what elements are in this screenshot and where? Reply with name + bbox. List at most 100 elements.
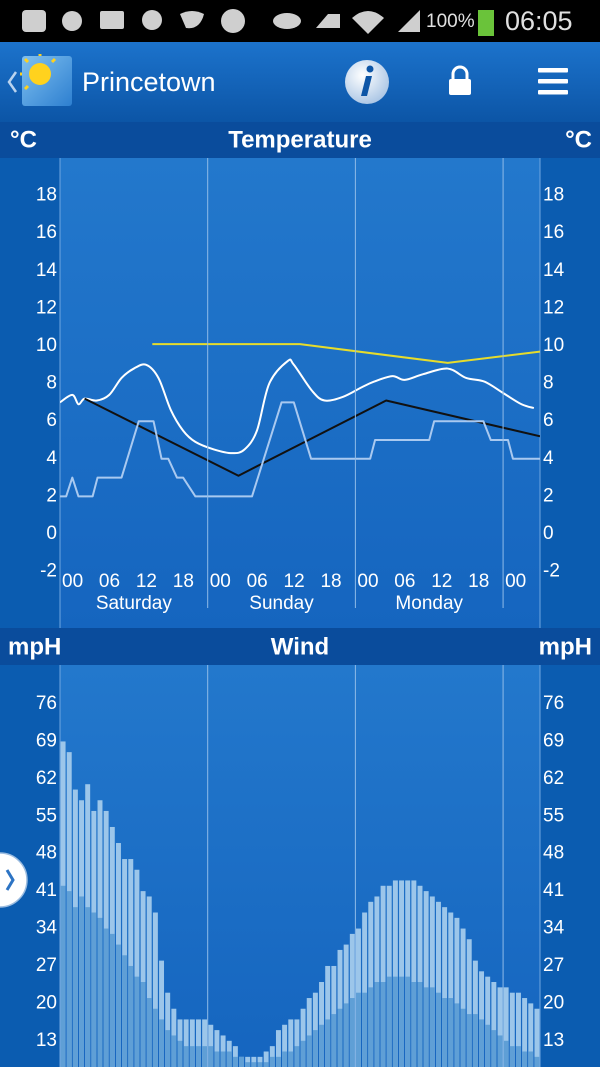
wind-bar <box>251 1062 257 1067</box>
wind-bar <box>97 917 103 1067</box>
wind-bar <box>466 939 472 1067</box>
wind-bar <box>214 1030 220 1067</box>
y-tick-label: 62 <box>36 768 57 789</box>
x-tick-label: 18 <box>320 571 341 592</box>
back-button[interactable] <box>7 71 18 93</box>
wind-bar <box>251 1056 257 1067</box>
wind-bar <box>183 1019 189 1067</box>
chart-title-bar <box>0 628 600 665</box>
wind-bar <box>159 960 165 1067</box>
y-tick-label: 20 <box>543 992 564 1013</box>
wind-bar <box>282 1024 288 1067</box>
x-tick-label: 00 <box>357 571 378 592</box>
wind-bar <box>257 1062 263 1067</box>
y-tick-label: 27 <box>36 955 57 976</box>
y-tick-label: 55 <box>36 805 57 826</box>
wind-bar <box>386 976 392 1067</box>
wind-bar <box>479 971 485 1067</box>
wind-bar <box>72 907 78 1067</box>
wind-bar <box>460 928 466 1067</box>
day-label: Monday <box>395 593 463 614</box>
wind-bar <box>392 880 398 1067</box>
y-tick-label: 34 <box>36 918 58 939</box>
y-tick-label: 13 <box>36 1030 57 1051</box>
wind-bar <box>380 885 386 1067</box>
wind-bar <box>429 896 435 1067</box>
wind-bar <box>189 1046 195 1067</box>
plot-borders <box>59 158 541 1067</box>
wind-bar <box>269 1046 275 1067</box>
y-tick-label: 4 <box>46 448 57 469</box>
y-tick-label: -2 <box>40 561 57 582</box>
y-tick-label: 62 <box>543 768 564 789</box>
wind-bar <box>497 1035 503 1067</box>
wind-bar <box>325 965 331 1067</box>
wind-bar <box>128 859 134 1067</box>
wind-bar <box>349 998 355 1067</box>
wind-bar <box>275 1056 281 1067</box>
y-tick-label: 0 <box>46 523 57 544</box>
wind-bar <box>263 1062 269 1067</box>
y-tick-label: -2 <box>543 561 560 582</box>
x-tick-label: 00 <box>62 571 83 592</box>
wind-bar <box>337 1008 343 1067</box>
day-label: Sunday <box>249 593 314 614</box>
wind-bar <box>85 907 91 1067</box>
side-drawer-handle[interactable] <box>0 852 28 908</box>
wind-bar <box>134 976 140 1067</box>
wind-bar <box>479 1019 485 1067</box>
wind-bar <box>331 1014 337 1067</box>
y-tick-label: 12 <box>543 297 564 318</box>
chart-marks <box>60 343 540 498</box>
y-tick-label: 12 <box>36 297 57 318</box>
wind-bar <box>239 1056 245 1067</box>
temperature-line <box>152 343 540 364</box>
wind-bar <box>79 896 85 1067</box>
wind-bar <box>503 987 509 1067</box>
wind-bar <box>232 1046 238 1067</box>
x-tick-label: 18 <box>173 571 194 592</box>
y-tick-label: 10 <box>36 335 57 356</box>
wind-bar <box>435 901 441 1067</box>
y-axis-unit: mpH <box>539 633 592 660</box>
y-tick-label: 14 <box>36 260 58 281</box>
wind-bar <box>442 998 448 1067</box>
y-tick-label: 48 <box>543 843 564 864</box>
wind-bar <box>528 1051 534 1067</box>
x-tick-label: 12 <box>431 571 452 592</box>
wind-bar <box>245 1062 251 1067</box>
y-axis-unit: °C <box>10 126 37 153</box>
wind-bar <box>411 982 417 1067</box>
wind-bar <box>355 992 361 1067</box>
wind-bar <box>392 976 398 1067</box>
clock: 06:05 <box>505 6 573 36</box>
wind-bar <box>454 1003 460 1067</box>
wind-bar <box>220 1035 226 1067</box>
chart-title: Temperature <box>228 126 372 153</box>
wind-bar <box>528 1003 534 1067</box>
wind-bar <box>411 880 417 1067</box>
wind-bar <box>146 998 152 1067</box>
info-button[interactable] <box>345 60 389 104</box>
temperature-line <box>84 397 540 477</box>
y-tick-label: 0 <box>543 523 554 544</box>
y-tick-label: 10 <box>543 335 564 356</box>
wind-bar <box>374 982 380 1067</box>
day-label: Saturday <box>96 593 173 614</box>
temperature-line <box>60 358 535 455</box>
lock-button[interactable] <box>449 65 471 95</box>
plot-area <box>60 158 540 628</box>
wind-bar <box>109 933 115 1067</box>
chart-title-bar <box>0 122 600 158</box>
wind-bar <box>312 1030 318 1067</box>
wind-bar <box>152 1008 158 1067</box>
battery-level: 100% <box>426 11 475 32</box>
wind-bar <box>288 1019 294 1067</box>
wind-bar <box>195 1046 201 1067</box>
wind-bar <box>485 976 491 1067</box>
menu-button[interactable] <box>538 68 568 95</box>
wind-bar <box>485 1024 491 1067</box>
wind-bar <box>269 1056 275 1067</box>
app-icon[interactable] <box>20 54 72 106</box>
